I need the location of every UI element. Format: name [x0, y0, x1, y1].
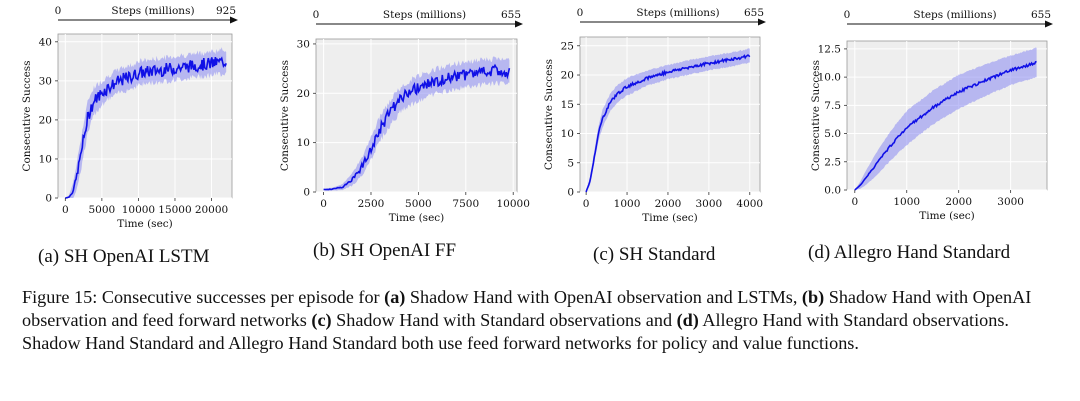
x-axis-label: Time (sec): [919, 210, 975, 222]
figure-panel-row: 0 5000 10000 15000 20000 0 10 20 30 40 Time (sec) C…: [21, 5, 1053, 267]
y-tick-label: 30: [297, 38, 310, 50]
y-tick-label: 15: [561, 99, 574, 111]
x-tick-label: 2000: [655, 198, 682, 210]
steps-arrow-head: [1045, 20, 1053, 28]
steps-end-label: 655: [501, 9, 521, 21]
x-tick-label: 0: [583, 198, 590, 210]
x-tick-label: 1000: [614, 198, 641, 210]
y-tick-label: 5: [567, 157, 574, 169]
y-tick-label: 12.5: [818, 43, 841, 55]
confidence-band: [323, 56, 510, 191]
x-tick-label: 0: [851, 196, 858, 208]
subcaption-c: (c) SH Standard: [593, 244, 716, 265]
confidence-band: [586, 48, 750, 193]
series-line: [854, 60, 1037, 191]
x-tick-label: 2000: [945, 196, 972, 208]
y-tick-label: 10: [561, 128, 574, 140]
caption-b-text: Shadow Hand with OpenAI observation and …: [22, 287, 1032, 330]
y-axis-label: Consecutive Success: [279, 60, 291, 171]
caption-ref-b: (b): [801, 287, 825, 307]
steps-arrow-head: [515, 20, 523, 28]
y-tick-label: 10: [39, 153, 52, 165]
y-tick-label: 2.5: [824, 156, 841, 168]
x-axis-label: Time (sec): [117, 218, 173, 230]
x-tick-label: 0: [62, 204, 69, 216]
x-axis-label: Time (sec): [642, 212, 698, 224]
x-tick-label: 10000: [122, 204, 155, 216]
steps-axis-label: Steps (millions): [111, 5, 194, 17]
y-tick-label: 0: [45, 193, 52, 205]
x-tick-label: 15000: [158, 204, 191, 216]
caption-lead: Figure 15: Consecutive successes per epi…: [22, 287, 385, 307]
caption-d-text: Allegro Hand with Standard observations.…: [22, 310, 1009, 353]
y-tick-label: 10: [297, 137, 310, 149]
x-tick-label: 0: [320, 198, 327, 210]
x-tick-label: 3000: [997, 196, 1024, 208]
caption-c-text: Shadow Hand with Standard observations a…: [331, 310, 677, 330]
y-tick-label: 20: [39, 114, 52, 126]
steps-start-label: 0: [313, 9, 320, 21]
figure-caption: Figure 15: Consecutive successes per epi…: [22, 286, 1062, 355]
series-line: [65, 56, 227, 199]
y-tick-label: 5.0: [824, 128, 841, 140]
y-tick-label: 10.0: [818, 72, 841, 84]
y-tick-label: 7.5: [824, 100, 841, 112]
y-tick-label: 20: [297, 88, 310, 100]
steps-arrow-head: [230, 16, 238, 24]
y-axis-label: Consecutive Success: [21, 60, 33, 171]
steps-end-label: 655: [1031, 9, 1051, 21]
y-axis-label: Consecutive Success: [810, 60, 822, 171]
confidence-band: [854, 47, 1037, 190]
x-tick-label: 5000: [88, 204, 115, 216]
subcaption-a: (a) SH OpenAI LSTM: [38, 246, 210, 267]
x-tick-label: 3000: [695, 198, 722, 210]
y-tick-label: 25: [561, 40, 574, 52]
series-line: [323, 63, 511, 191]
steps-axis-label: Steps (millions): [636, 7, 719, 19]
x-tick-label: 2500: [358, 198, 385, 210]
x-tick-label: 20000: [195, 204, 228, 216]
caption-ref-a: (a): [384, 287, 406, 307]
subcaption-b: (b) SH OpenAI FF: [313, 240, 457, 261]
y-tick-label: 0: [303, 187, 310, 199]
x-tick-label: 1000: [893, 196, 920, 208]
steps-arrow-head: [758, 18, 766, 26]
steps-end-label: 925: [216, 5, 236, 17]
y-tick-label: 30: [39, 75, 52, 87]
caption-ref-d: (d): [676, 310, 699, 330]
caption-a-text: Shadow Hand with OpenAI observation and …: [405, 287, 802, 307]
confidence-band: [65, 47, 227, 198]
caption-ref-c: (c): [311, 310, 332, 330]
steps-start-label: 0: [577, 7, 584, 19]
y-axis-label: Consecutive Success: [543, 59, 555, 170]
steps-end-label: 655: [744, 7, 764, 19]
series-line: [585, 54, 751, 193]
steps-axis-label: Steps (millions): [913, 9, 996, 21]
subcaption-d: (d) Allegro Hand Standard: [808, 242, 1011, 263]
steps-start-label: 0: [55, 5, 62, 17]
y-tick-label: 0.0: [824, 185, 841, 197]
steps-axis-label: Steps (millions): [383, 9, 466, 21]
y-tick-label: 0: [567, 187, 574, 199]
y-tick-label: 40: [39, 36, 52, 48]
y-tick-label: 20: [561, 70, 574, 82]
x-tick-label: 10000: [497, 198, 530, 210]
x-tick-label: 4000: [736, 198, 763, 210]
x-tick-label: 7500: [452, 198, 479, 210]
x-tick-label: 5000: [405, 198, 432, 210]
x-axis-label: Time (sec): [389, 212, 445, 224]
steps-start-label: 0: [844, 9, 851, 21]
